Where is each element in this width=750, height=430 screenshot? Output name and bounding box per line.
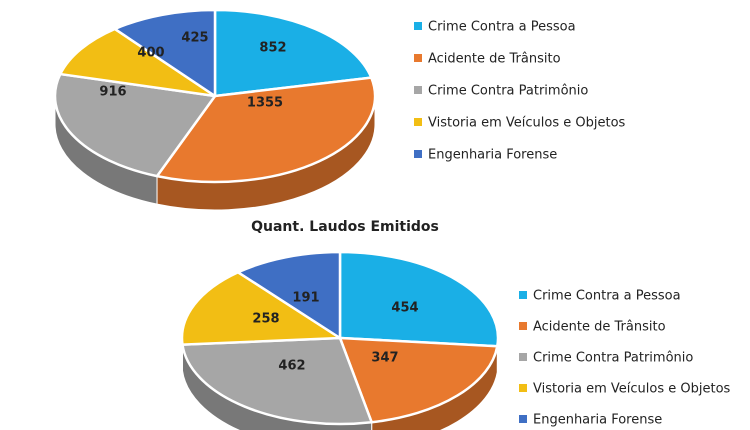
pie-2-value-label-4: 258 (252, 312, 279, 327)
legend-1-swatch-3 (414, 86, 422, 94)
pie-1-slice-4 (59, 27, 217, 98)
pie-chart-1: 852 1355 916 400 425 (53, 8, 377, 211)
pie-chart-2: 454 347 462 258 191 (180, 250, 500, 430)
legend-2-label-1: Crime Contra a Pessoa (533, 289, 681, 304)
legend-1: Crime Contra a Pessoa Acidente de Trânsit… (414, 20, 626, 163)
legend-1-swatch-1 (414, 22, 422, 30)
pie-2-slice-4 (180, 271, 342, 346)
pie-2-slice-3 (181, 336, 373, 426)
legend-1-label-3: Crime Contra Patrimônio (428, 84, 588, 99)
legend-2-label-3: Crime Contra Patrimônio (533, 351, 693, 366)
legend-2-swatch-3 (519, 353, 527, 361)
pie-2-slice-2 (338, 336, 499, 424)
legend-1-label-5: Engenharia Forense (428, 148, 557, 163)
legend-1-label-2: Acidente de Trânsito (428, 52, 561, 67)
pie-2-value-label-5: 191 (292, 291, 319, 306)
legend-2-swatch-2 (519, 322, 527, 330)
pie-2-slice-5 (236, 250, 342, 340)
legend-1-swatch-4 (414, 118, 422, 126)
pie-1-value-label-1: 852 (259, 41, 286, 56)
chart-2-title: Quant. Laudos Emitidos (251, 219, 439, 235)
legend-2-label-2: Acidente de Trânsito (533, 320, 666, 335)
pie-1-value-label-2: 1355 (247, 96, 283, 111)
pie-1-slice-5 (113, 8, 217, 98)
pie-2-slice-1 (338, 250, 500, 348)
pie-2-value-label-2: 347 (371, 351, 398, 366)
legend-1-swatch-2 (414, 54, 422, 62)
legend-1-swatch-5 (414, 150, 422, 158)
legend-1-label-4: Vistoria em Veículos e Objetos (428, 116, 626, 131)
pie-1-value-label-3: 916 (99, 85, 126, 100)
pie-1-value-label-4: 400 (137, 46, 164, 61)
pie-1-value-label-5: 425 (181, 31, 208, 46)
pie-2-value-label-1: 454 (391, 301, 418, 316)
legend-2: Crime Contra a Pessoa Acidente de Trânsit… (519, 289, 731, 428)
pie-2-value-label-3: 462 (278, 359, 305, 374)
legend-2-swatch-5 (519, 415, 527, 423)
pie-1-slice-2 (155, 76, 377, 184)
pie-1-slice-1 (213, 8, 373, 98)
legend-2-label-5: Engenharia Forense (533, 413, 662, 428)
legend-2-label-4: Vistoria em Veículos e Objetos (533, 382, 731, 397)
legend-2-swatch-4 (519, 384, 527, 392)
legend-1-label-1: Crime Contra a Pessoa (428, 20, 576, 35)
pie-1-slice-3 (53, 72, 217, 178)
legend-2-swatch-1 (519, 291, 527, 299)
